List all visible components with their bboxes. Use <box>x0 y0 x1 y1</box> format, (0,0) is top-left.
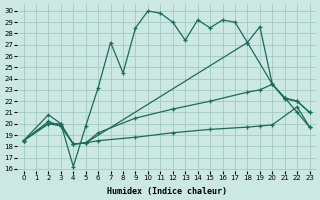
X-axis label: Humidex (Indice chaleur): Humidex (Indice chaleur) <box>107 187 227 196</box>
